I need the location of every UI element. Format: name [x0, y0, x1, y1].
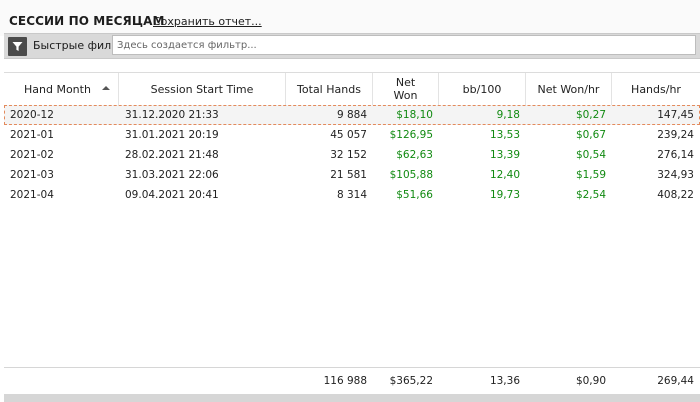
cell-net-won-hr: $0,27: [575, 109, 606, 121]
cell-total-hands: 21 581: [330, 169, 367, 181]
report-titlebar: СЕССИИ ПО МЕСЯЦАМ Сохранить отчет...: [0, 0, 700, 36]
hands-hr-total: 269,44: [657, 375, 694, 387]
cell-session-start: 31.01.2021 20:19: [125, 129, 219, 141]
cell-hand-month: 2021-02: [10, 149, 54, 161]
cell-bb100: 19,73: [489, 189, 520, 201]
page-title: СЕССИИ ПО МЕСЯЦАМ: [9, 14, 165, 28]
column-header-net-won[interactable]: Net Won: [373, 73, 439, 105]
table-row[interactable]: 2021-04 09.04.2021 20:41 8 314 $51,66 19…: [4, 185, 700, 205]
cell-bb100: 9,18: [496, 109, 520, 121]
cell-net-won: $51,66: [396, 189, 433, 201]
horizontal-scrollbar[interactable]: [4, 394, 700, 402]
cell-hand-month: 2021-01: [10, 129, 54, 141]
column-header-session-start-time[interactable]: Session Start Time: [119, 73, 286, 105]
cell-net-won: $105,88: [389, 169, 433, 181]
total-hands-sum: 116 988: [323, 375, 367, 387]
cell-session-start: 09.04.2021 20:41: [125, 189, 219, 201]
quick-filter-label: Быстрые фильт: [33, 39, 125, 52]
filter-input[interactable]: [112, 35, 696, 55]
save-report-link[interactable]: Сохранить отчет...: [153, 15, 262, 28]
sort-ascending-icon: [102, 86, 110, 90]
column-header-total-hands[interactable]: Total Hands: [286, 73, 373, 105]
cell-hand-month: 2020-12: [10, 109, 54, 121]
cell-hand-month: 2021-04: [10, 189, 54, 201]
cell-session-start: 31.03.2021 22:06: [125, 169, 219, 181]
cell-hands-hr: 239,24: [657, 129, 694, 141]
column-header-hands-hr[interactable]: Hands/hr: [631, 82, 681, 96]
bb100-total: 13,36: [489, 375, 520, 387]
sessions-table: Hand Month Session Start Time Total Hand…: [4, 72, 700, 395]
cell-bb100: 13,39: [489, 149, 520, 161]
cell-bb100: 13,53: [489, 129, 520, 141]
cell-hands-hr: 147,45: [657, 109, 694, 121]
cell-net-won-hr: $0,67: [575, 129, 606, 141]
column-header-net-won-hr[interactable]: Net Won/hr: [526, 73, 612, 105]
cell-net-won-hr: $2,54: [575, 189, 606, 201]
net-won-sum: $365,22: [389, 375, 433, 387]
cell-hands-hr: 276,14: [657, 149, 694, 161]
cell-hands-hr: 408,22: [657, 189, 694, 201]
table-row[interactable]: 2021-01 31.01.2021 20:19 45 057 $126,95 …: [4, 125, 700, 145]
cell-net-won: $126,95: [389, 129, 433, 141]
cell-net-won: $62,63: [396, 149, 433, 161]
cell-total-hands: 8 314: [336, 189, 367, 201]
table-row[interactable]: 2020-12 31.12.2020 21:33 9 884 $18,10 9,…: [4, 105, 700, 125]
table-header: Hand Month Session Start Time Total Hand…: [4, 73, 700, 106]
table-row[interactable]: 2021-03 31.03.2021 22:06 21 581 $105,88 …: [4, 165, 700, 185]
cell-session-start: 31.12.2020 21:33: [125, 109, 219, 121]
cell-net-won-hr: $1,59: [575, 169, 606, 181]
cell-net-won-hr: $0,54: [575, 149, 606, 161]
cell-bb100: 12,40: [489, 169, 520, 181]
table-row[interactable]: 2021-02 28.02.2021 21:48 32 152 $62,63 1…: [4, 145, 700, 165]
funnel-icon: [12, 42, 23, 51]
totals-row: 116 988 $365,22 13,36 $0,90 269,44: [4, 367, 700, 394]
filter-button[interactable]: [8, 37, 27, 56]
cell-total-hands: 32 152: [330, 149, 367, 161]
column-header-bb100[interactable]: bb/100: [439, 73, 526, 105]
column-header-hand-month[interactable]: Hand Month: [4, 73, 119, 105]
net-won-hr-total: $0,90: [575, 375, 606, 387]
cell-net-won: $18,10: [396, 109, 433, 121]
cell-hands-hr: 324,93: [657, 169, 694, 181]
cell-total-hands: 45 057: [330, 129, 367, 141]
cell-session-start: 28.02.2021 21:48: [125, 149, 219, 161]
cell-total-hands: 9 884: [336, 109, 367, 121]
cell-hand-month: 2021-03: [10, 169, 54, 181]
filter-bar: Быстрые фильт: [4, 33, 700, 59]
